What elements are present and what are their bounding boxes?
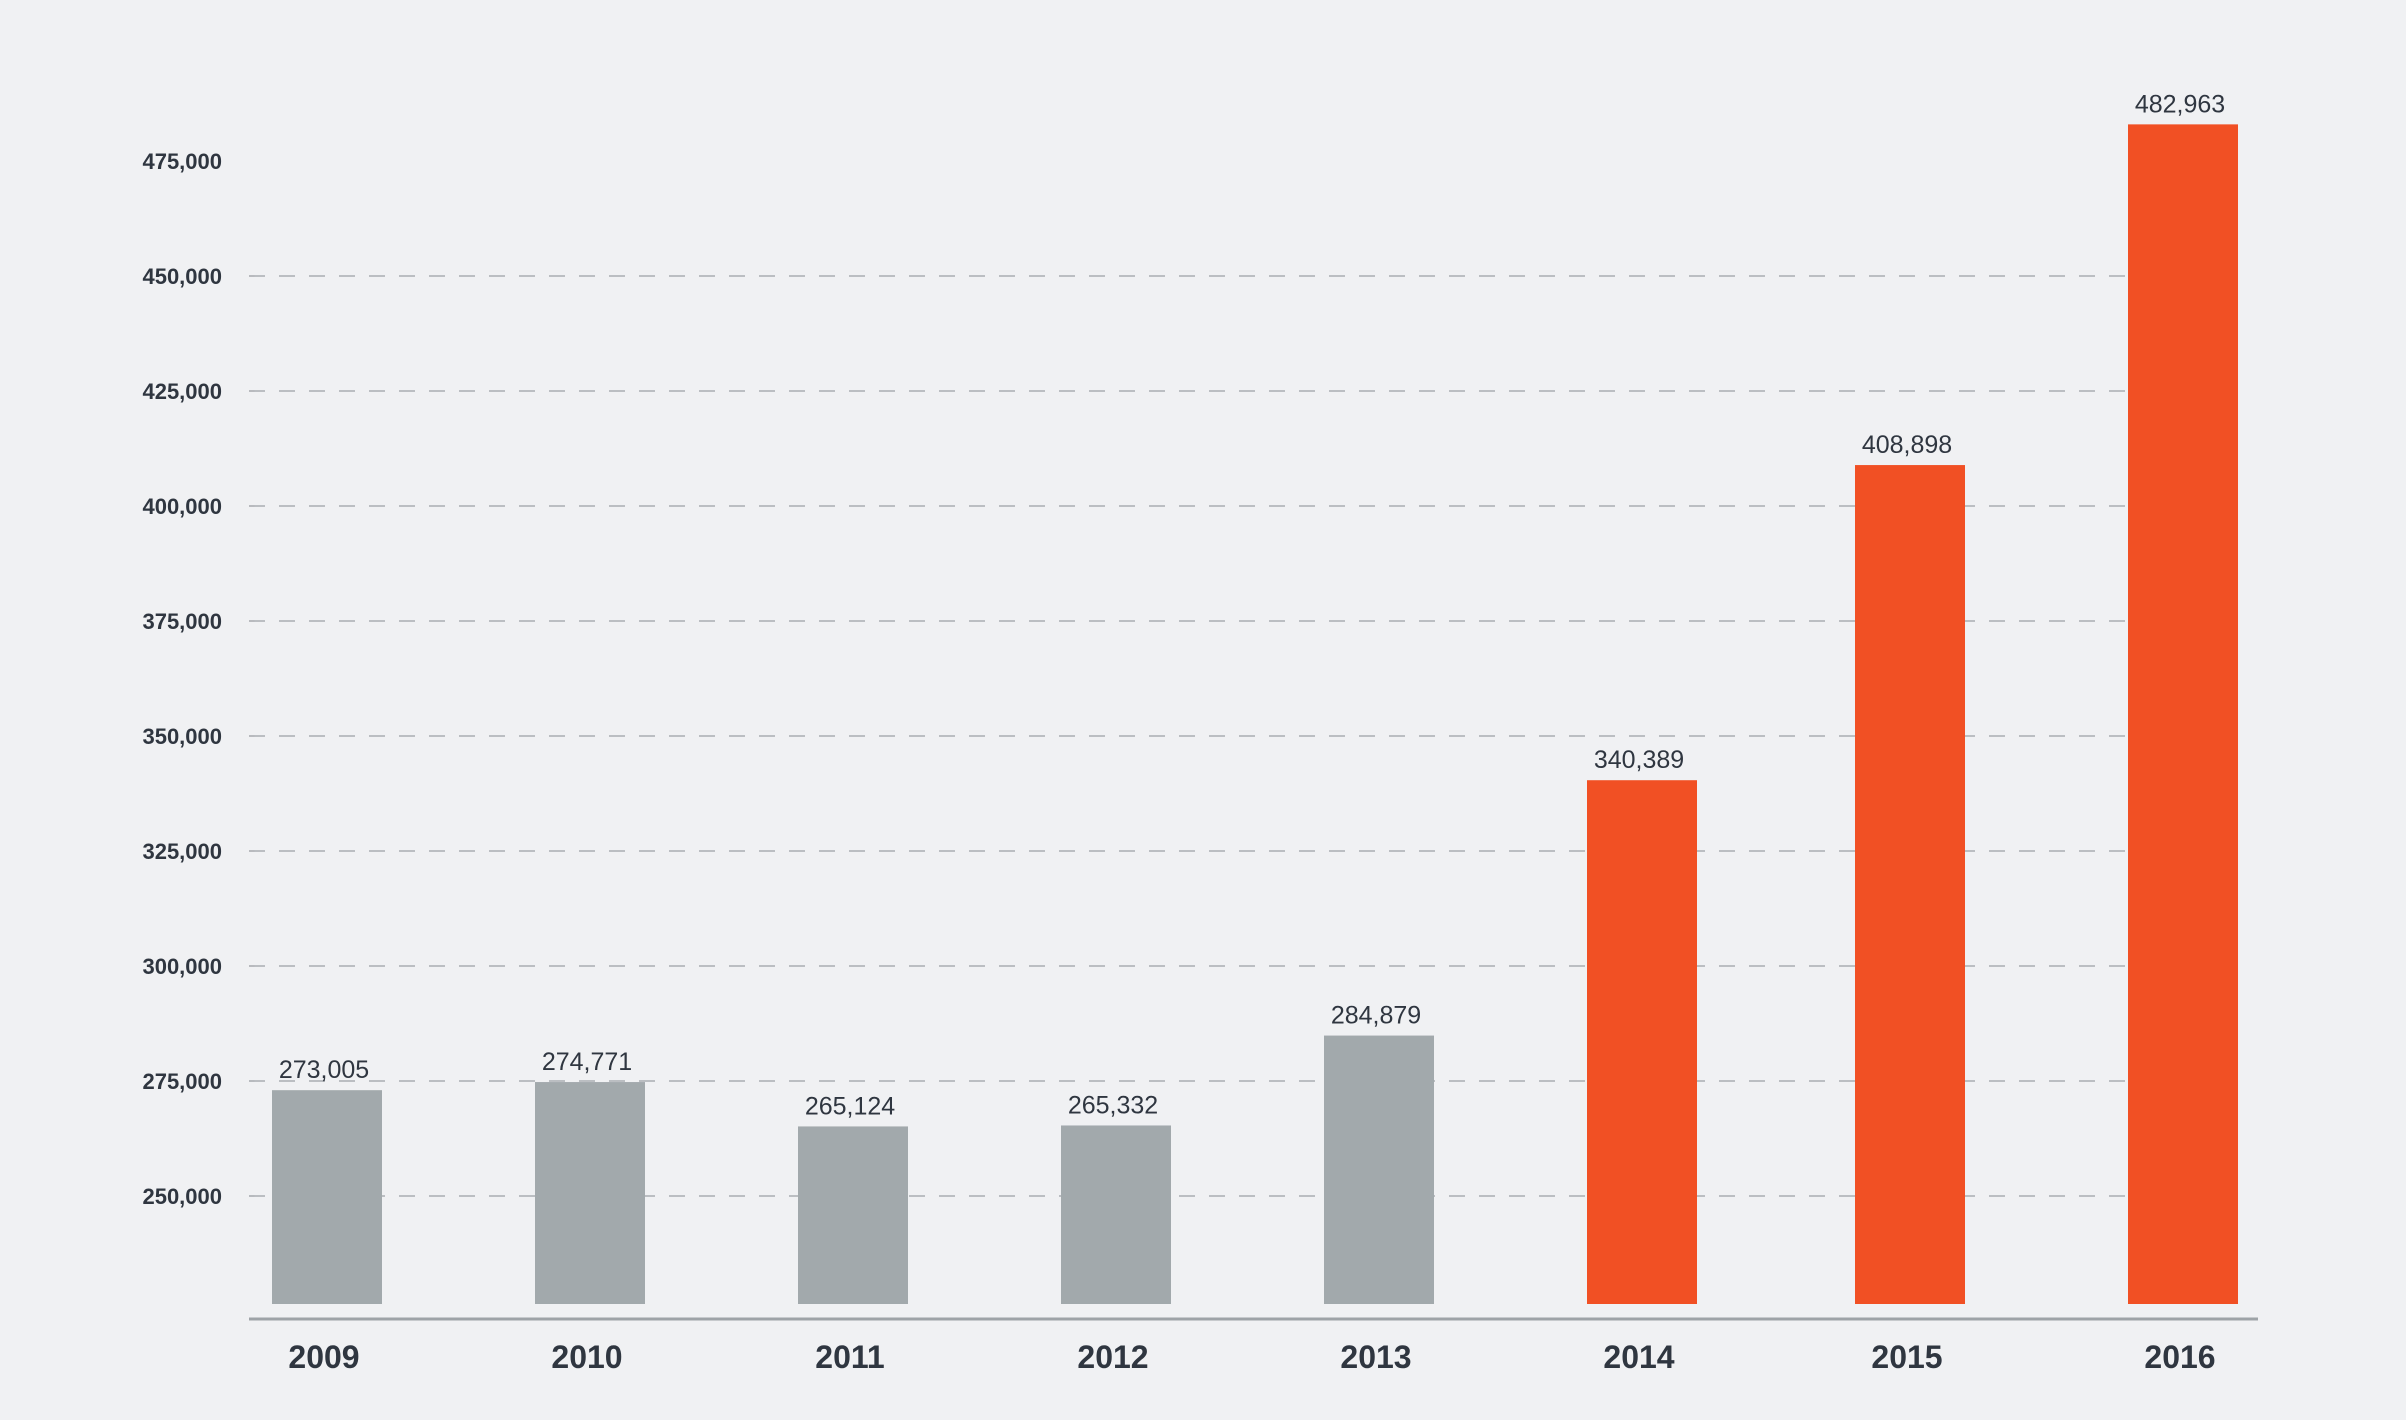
bar-2014 [1587, 780, 1697, 1304]
bars: 273,005 274,771 265,124 265,332 284,879 340,3… [272, 90, 2238, 1304]
bar-2011 [798, 1126, 908, 1304]
bar-2009 [272, 1090, 382, 1304]
x-tick-label-2016: 2016 [2144, 1339, 2215, 1375]
x-tick-label-2013: 2013 [1340, 1339, 1411, 1375]
y-tick-label: 250,000 [142, 1184, 222, 1209]
y-tick-label: 325,000 [142, 839, 222, 864]
value-label-2009: 273,005 [279, 1056, 369, 1084]
bar-2013 [1324, 1035, 1434, 1304]
x-tick-label-2012: 2012 [1077, 1339, 1148, 1375]
y-tick-label: 400,000 [142, 494, 222, 519]
value-label-2011: 265,124 [805, 1092, 895, 1120]
y-tick-label: 425,000 [142, 379, 222, 404]
bar-2012 [1061, 1125, 1171, 1304]
value-label-2016: 482,963 [2135, 90, 2225, 118]
y-tick-label: 475,000 [142, 149, 222, 174]
value-label-2014: 340,389 [1594, 746, 1684, 774]
value-label-2012: 265,332 [1068, 1091, 1158, 1119]
x-tick-label-2010: 2010 [551, 1339, 622, 1375]
x-tick-label-2015: 2015 [1871, 1339, 1942, 1375]
y-axis-ticks: 250,000 275,000 300,000 325,000 350,000 375,0… [142, 149, 222, 1209]
x-tick-label-2014: 2014 [1603, 1339, 1674, 1375]
value-label-2010: 274,771 [542, 1048, 632, 1076]
bar-2016 [2128, 124, 2238, 1304]
y-tick-label: 275,000 [142, 1069, 222, 1094]
x-tick-label-2009: 2009 [288, 1339, 359, 1375]
x-axis-labels: 2009 2010 2011 2012 2013 2014 2015 2016 [288, 1339, 2215, 1375]
bar-2010 [535, 1082, 645, 1304]
y-tick-label: 375,000 [142, 609, 222, 634]
y-tick-label: 450,000 [142, 264, 222, 289]
x-tick-label-2011: 2011 [815, 1339, 884, 1375]
y-tick-label: 350,000 [142, 724, 222, 749]
y-tick-label: 300,000 [142, 954, 222, 979]
bar-2015 [1855, 465, 1965, 1304]
value-label-2013: 284,879 [1331, 1002, 1421, 1030]
value-label-2015: 408,898 [1862, 431, 1952, 459]
